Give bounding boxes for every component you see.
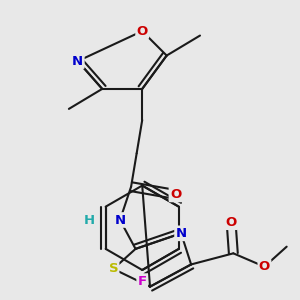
Text: N: N — [72, 55, 83, 68]
Text: O: O — [226, 216, 237, 229]
Text: N: N — [176, 227, 187, 240]
Text: H: H — [83, 214, 94, 226]
Text: S: S — [109, 262, 118, 275]
Text: O: O — [170, 188, 181, 201]
Text: O: O — [259, 260, 270, 273]
Text: N: N — [114, 214, 126, 226]
Text: O: O — [136, 25, 148, 38]
Text: F: F — [138, 274, 147, 288]
